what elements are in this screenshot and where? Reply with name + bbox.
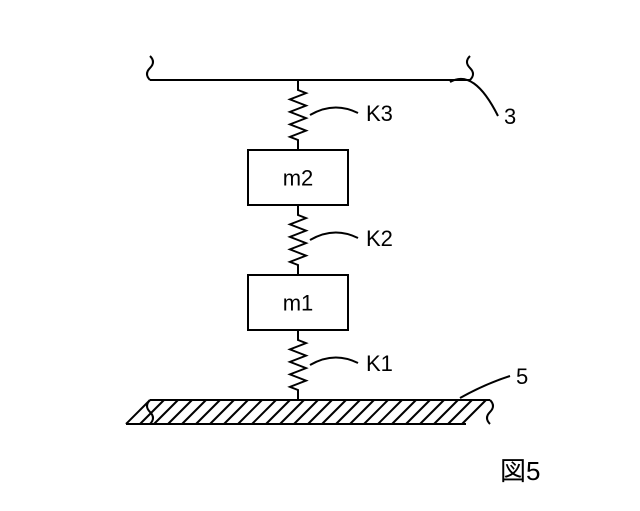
spring-mass-diagram: 3 K3 K2 K1 m2 m1 5 図5 — [0, 0, 640, 511]
ground-hatch — [364, 400, 388, 424]
ground-hatch — [336, 400, 360, 424]
spring-k1 — [290, 330, 306, 400]
top-plate-break-right — [467, 56, 473, 80]
figure-caption: 図5 — [500, 456, 540, 486]
label-k2: K2 — [366, 226, 393, 251]
leader-3 — [450, 79, 498, 116]
spring-k2 — [290, 205, 306, 275]
ground-hatch — [462, 400, 486, 424]
ground-hatch — [252, 400, 276, 424]
ground-hatch — [210, 400, 234, 424]
ground-hatch — [182, 400, 206, 424]
ground-hatch — [378, 400, 402, 424]
ground-hatch — [196, 400, 220, 424]
ground-hatch — [238, 400, 262, 424]
ref-5: 5 — [516, 364, 528, 389]
ground-hatch — [266, 400, 290, 424]
ground-hatch — [392, 400, 416, 424]
ground-hatch — [350, 400, 374, 424]
ground-hatch — [322, 400, 346, 424]
ref-3: 3 — [504, 104, 516, 129]
leader-5 — [460, 376, 510, 398]
mass-label-m1: m1 — [283, 291, 314, 316]
ground-hatch — [154, 400, 178, 424]
ground-hatch — [168, 400, 192, 424]
mass-label-m2: m2 — [283, 166, 314, 191]
ground-hatch — [420, 400, 444, 424]
ground-hatch — [406, 400, 430, 424]
ground-hatch — [308, 400, 332, 424]
leader-k1 — [310, 357, 358, 365]
spring-k3 — [290, 80, 306, 150]
ground-hatch — [294, 400, 318, 424]
leader-k2 — [310, 232, 358, 240]
leader-k3 — [310, 107, 358, 115]
ground-hatch — [280, 400, 304, 424]
ground-hatch — [434, 400, 458, 424]
top-plate-break-left — [147, 56, 153, 80]
ground-break-right — [487, 400, 493, 424]
label-k3: K3 — [366, 101, 393, 126]
label-k1: K1 — [366, 351, 393, 376]
ground-hatch — [448, 400, 472, 424]
ground-hatch — [224, 400, 248, 424]
